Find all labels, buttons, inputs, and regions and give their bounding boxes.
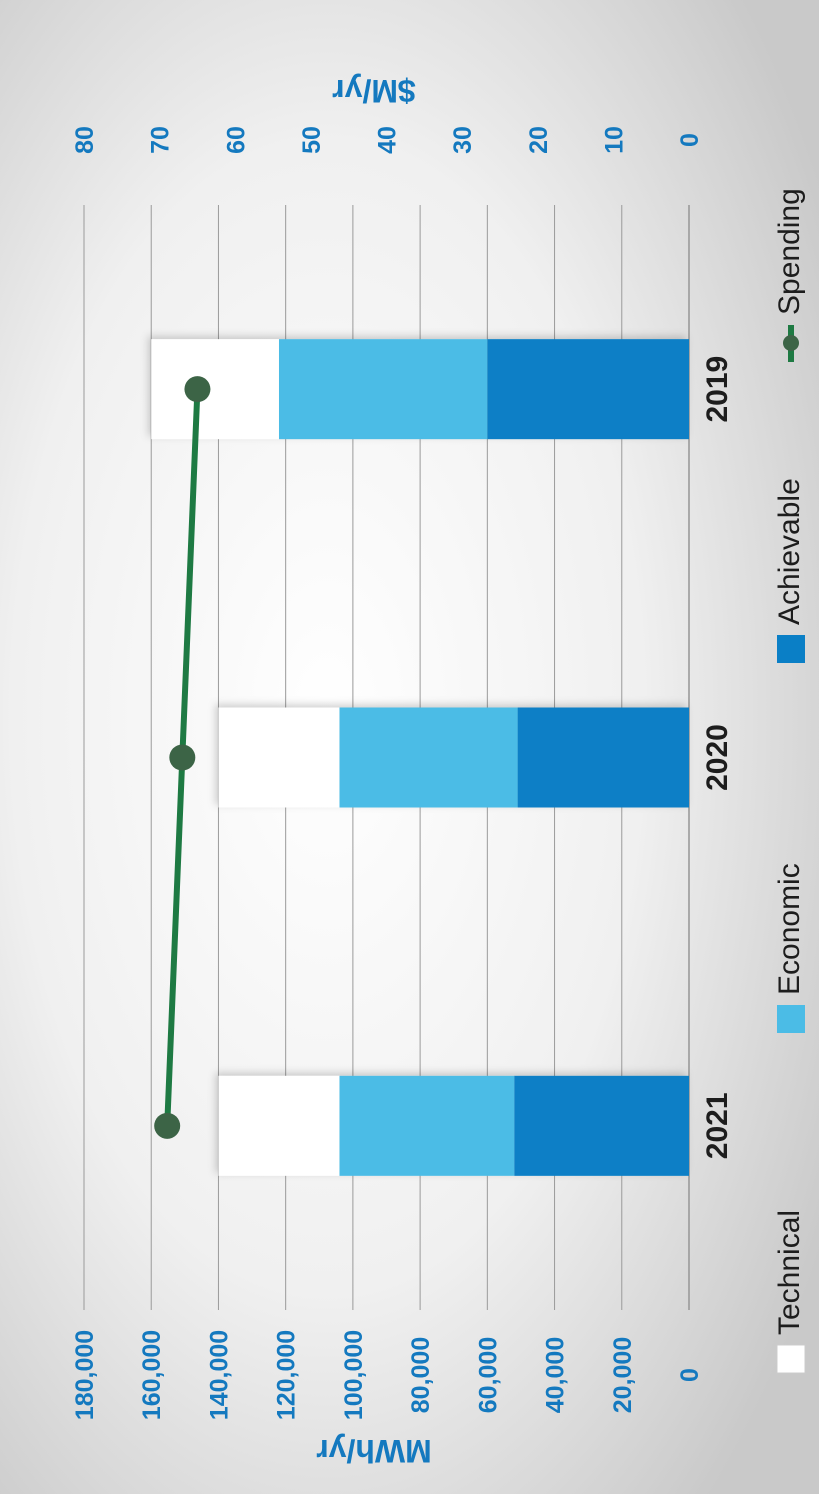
- legend-swatch-economic: [777, 1005, 805, 1033]
- legend-label-technical: Technical: [773, 1210, 806, 1335]
- left-tick-label: 0: [676, 1368, 704, 1382]
- left-tick-label: 40,000: [542, 1337, 570, 1413]
- right-axis-title: $M/yr: [332, 73, 416, 109]
- category-label-2019: 2019: [701, 356, 734, 423]
- left-tick-label: 60,000: [474, 1337, 502, 1413]
- bar-technical-2020: [218, 707, 340, 808]
- legend-label-achievable: Achievable: [773, 478, 806, 625]
- left-tick-label: 100,000: [340, 1330, 368, 1420]
- left-tick-label: 20,000: [609, 1337, 637, 1413]
- bar-technical-2019: [151, 339, 279, 440]
- chart-rotated-group: 201920202021020,00040,00060,00080,000100…: [71, 73, 806, 1469]
- bar-technical-2021: [218, 1075, 340, 1176]
- legend-swatch-achievable: [777, 635, 805, 663]
- right-tick-label: 10: [600, 126, 628, 154]
- right-tick-label: 60: [222, 126, 250, 154]
- left-tick-label: 120,000: [273, 1330, 301, 1420]
- left-tick-label: 180,000: [71, 1330, 99, 1420]
- bar-group-2020: [218, 707, 689, 808]
- spending-marker-2019: [184, 376, 211, 403]
- legend-marker-spending: [783, 335, 799, 351]
- bar-achievable-2020: [517, 707, 689, 808]
- right-tick-label: 30: [449, 126, 477, 154]
- bar-economic-2021: [339, 1075, 515, 1176]
- spending-marker-2021: [154, 1112, 181, 1139]
- right-tick-label: 0: [676, 133, 704, 147]
- bar-group-2021: [218, 1075, 689, 1176]
- right-tick-label: 70: [147, 126, 175, 154]
- spending-marker-2020: [169, 744, 196, 771]
- bar-achievable-2019: [487, 339, 689, 440]
- left-tick-label: 140,000: [205, 1330, 233, 1420]
- legend-label-economic: Economic: [773, 863, 806, 995]
- right-tick-label: 80: [71, 126, 99, 154]
- bar-group-2019: [151, 339, 689, 440]
- right-tick-label: 20: [525, 126, 553, 154]
- right-tick-label: 40: [374, 126, 402, 154]
- category-label-2020: 2020: [701, 724, 734, 791]
- right-tick-label: 50: [298, 126, 326, 154]
- legend-label-spending: Spending: [773, 188, 806, 315]
- bar-economic-2019: [278, 339, 488, 440]
- left-tick-label: 160,000: [138, 1330, 166, 1420]
- left-axis-title: MWh/yr: [316, 1433, 432, 1469]
- bar-achievable-2021: [514, 1075, 689, 1176]
- bar-economic-2020: [339, 707, 518, 808]
- legend-swatch-technical: [776, 1344, 806, 1374]
- left-tick-label: 80,000: [407, 1337, 435, 1413]
- category-label-2021: 2021: [701, 1092, 734, 1159]
